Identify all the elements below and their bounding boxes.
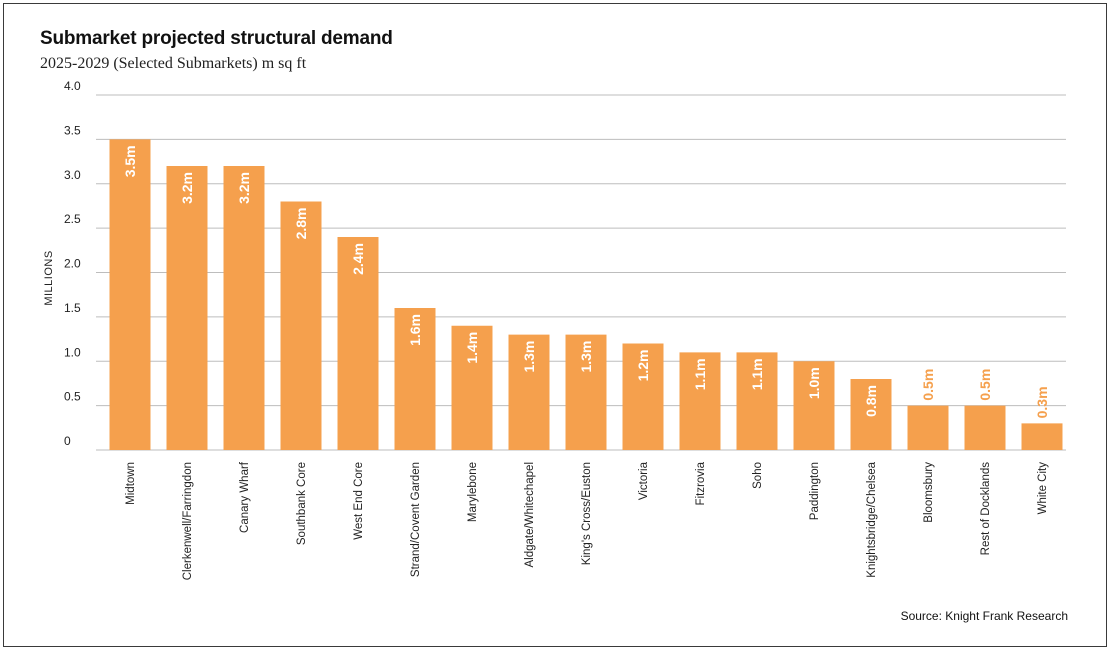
x-tick-label: Southbank Core (296, 462, 308, 545)
x-tick-label: West End Core (353, 462, 365, 540)
bar (280, 201, 322, 450)
x-tick-label: Midtown (125, 462, 137, 505)
bar (793, 361, 835, 450)
bar (1021, 423, 1063, 450)
bar (736, 352, 778, 450)
data-label: 0.5m (920, 369, 936, 401)
x-tick-label: Knightsbridge/Chelsea (866, 461, 878, 577)
data-label: 1.1m (692, 358, 708, 390)
data-label: 3.5m (122, 145, 138, 177)
bar (565, 334, 607, 450)
chart-subtitle: 2025-2029 (Selected Submarkets) m sq ft (40, 55, 307, 72)
data-label: 3.2m (179, 172, 195, 204)
bars (109, 139, 1063, 450)
bar (964, 405, 1006, 450)
data-label: 2.4m (350, 243, 366, 275)
data-label: 1.3m (578, 341, 594, 373)
data-label: 1.3m (521, 341, 537, 373)
x-tick-label: King's Cross/Euston (581, 462, 593, 565)
y-tick-label: 4.0 (64, 79, 81, 93)
data-label: 1.6m (407, 314, 423, 346)
y-tick-label: 3.0 (64, 168, 81, 182)
bar (451, 325, 493, 450)
chart-title: Submarket projected structural demand (40, 28, 393, 49)
bar (622, 343, 664, 450)
bar (508, 334, 550, 450)
data-label: 1.2m (635, 350, 651, 382)
data-label: 3.2m (236, 172, 252, 204)
y-tick-label: 1.0 (64, 345, 81, 359)
x-tick-label: Canary Wharf (239, 461, 251, 533)
y-axis-ticks: 0 0.5 1.0 1.5 2.0 2.5 3.0 3.5 4.0 (64, 79, 81, 448)
x-tick-label: Rest of Docklands (980, 462, 992, 556)
data-label: 2.8m (293, 208, 309, 240)
x-tick-label: Paddington (809, 462, 821, 520)
y-tick-label: 0.5 (64, 390, 81, 404)
x-tick-label: Bloomsbury (923, 462, 935, 523)
y-tick-label: 2.5 (64, 212, 81, 226)
bar (166, 166, 208, 450)
y-tick-label: 3.5 (64, 123, 81, 137)
x-tick-label: Strand/Covent Garden (410, 462, 422, 577)
y-tick-label: 2.0 (64, 257, 81, 271)
x-tick-label: Fitzrovia (695, 461, 707, 505)
x-tick-label: Marylebone (467, 462, 479, 522)
category-labels: Midtown Clerkenwell/Farringdon Canary Whar… (125, 461, 1049, 580)
bar (337, 237, 379, 450)
bar (850, 379, 892, 450)
bar (679, 352, 721, 450)
data-labels: 3.5m 3.2m 3.2m 2.8m 2.4m 1.6m 1.4m 1.3m 1.3m 1.2m… (122, 145, 1050, 418)
x-tick-label: Aldgate/Whitechapel (524, 462, 536, 567)
y-tick-label: 0 (64, 434, 71, 448)
source-note: Source: Knight Frank Research (900, 609, 1068, 623)
data-label: 0.5m (977, 369, 993, 401)
data-label: 0.3m (1034, 386, 1050, 418)
y-axis-label: MILLIONS (43, 250, 55, 305)
data-label: 1.0m (806, 367, 822, 399)
data-label: 1.4m (464, 332, 480, 364)
bar (907, 405, 949, 450)
bar (109, 139, 151, 450)
x-tick-label: White City (1037, 462, 1049, 515)
data-label: 1.1m (749, 358, 765, 390)
bar (394, 308, 436, 450)
y-tick-label: 1.5 (64, 301, 81, 315)
x-tick-label: Soho (752, 462, 764, 489)
bar (223, 166, 265, 450)
x-tick-label: Clerkenwell/Farringdon (182, 462, 194, 580)
data-label: 0.8m (863, 385, 879, 417)
x-tick-label: Victoria (638, 461, 650, 500)
